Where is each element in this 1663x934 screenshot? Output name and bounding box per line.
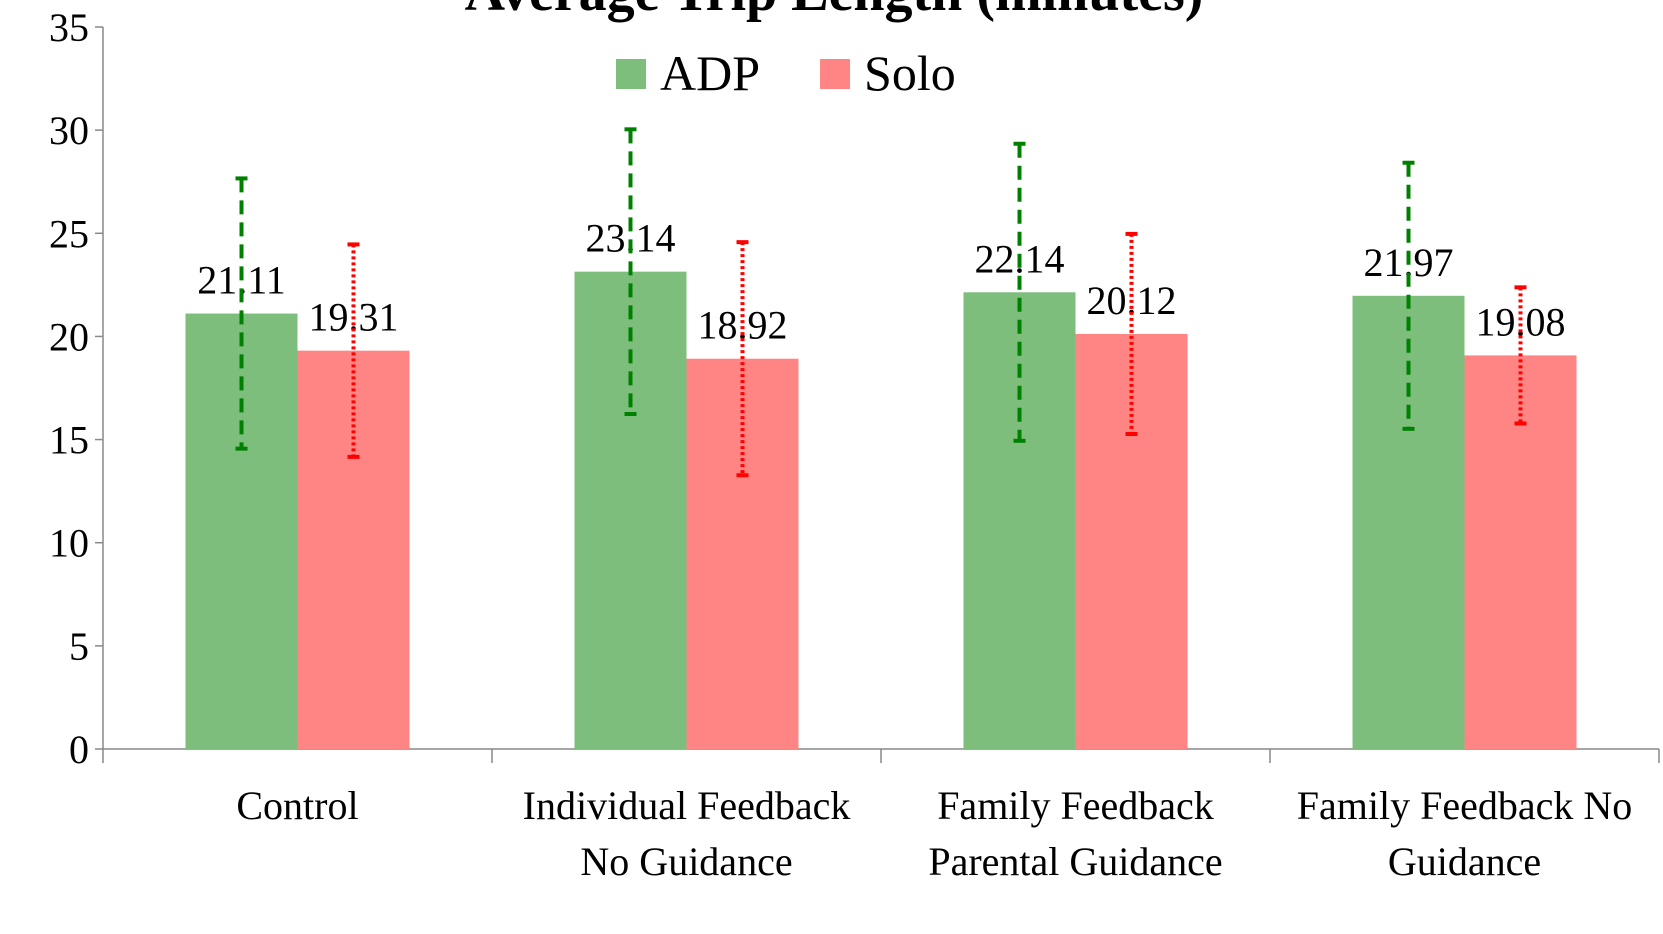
x-tick-label: Control	[236, 783, 358, 828]
error-bar	[347, 242, 360, 459]
y-tick-label: 5	[69, 624, 89, 669]
error-bar	[235, 176, 248, 451]
error-bar	[736, 240, 749, 478]
legend-swatch	[820, 59, 851, 89]
legend-label: Solo	[864, 45, 956, 101]
x-tick-label: Individual Feedback No Guidance	[523, 783, 851, 884]
legend-swatch	[616, 59, 646, 89]
legend-label: ADP	[660, 45, 760, 101]
error-bar	[1125, 231, 1138, 437]
y-tick-label: 30	[49, 108, 89, 153]
x-tick-label: Family Feedback Parental Guidance	[928, 783, 1222, 884]
y-tick-label: 35	[49, 5, 89, 50]
bar	[963, 292, 1076, 749]
error-bar	[1514, 285, 1527, 426]
y-tick-label: 10	[49, 521, 89, 566]
chart-title: Average Trip Length (minutes)	[465, 0, 1204, 23]
bar	[297, 350, 410, 749]
error-bar	[1013, 141, 1026, 443]
bar	[574, 271, 687, 749]
error-bar	[624, 127, 637, 416]
x-tick-label: Family Feedback No Guidance	[1297, 783, 1633, 884]
y-tick-label: 20	[49, 314, 89, 359]
y-tick-label: 25	[49, 211, 89, 256]
error-bar	[1402, 160, 1415, 431]
y-tick-label: 15	[49, 418, 89, 463]
y-tick-label: 0	[69, 727, 89, 772]
